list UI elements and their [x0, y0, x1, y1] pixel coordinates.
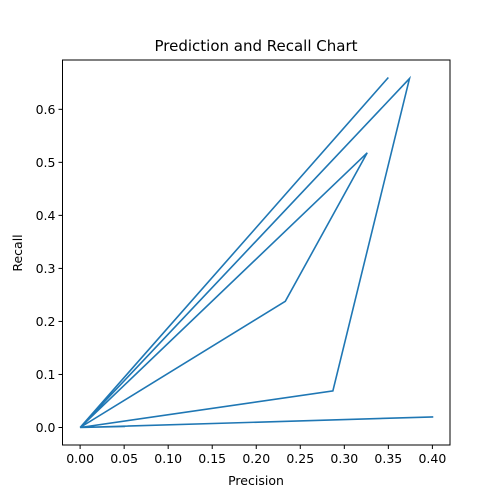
y-tick-label: 0.4 [36, 208, 56, 223]
x-axis: 0.00 0.05 0.10 0.15 0.20 0.25 0.30 0.35 0.40 [66, 445, 446, 466]
x-tick-label: 0.30 [330, 451, 358, 466]
series-line-0 [79, 75, 434, 429]
y-tick-label: 0.1 [36, 367, 56, 382]
x-tick-label: 0.00 [66, 451, 94, 466]
y-tick-label: 0.5 [36, 155, 56, 170]
y-tick-label: 0.3 [36, 261, 56, 276]
y-axis-title: Recall [10, 234, 25, 271]
x-axis-title: Precision [228, 473, 284, 488]
x-tick-label: 0.35 [374, 451, 402, 466]
chart-title: Prediction and Recall Chart [154, 37, 357, 55]
y-axis: 0.0 0.1 0.2 0.3 0.4 0.5 0.6 [36, 102, 63, 435]
x-tick-label: 0.10 [154, 451, 182, 466]
x-tick-label: 0.20 [242, 451, 270, 466]
y-tick-label: 0.0 [36, 420, 56, 435]
plot-area [79, 75, 434, 429]
x-tick-label: 0.25 [286, 451, 314, 466]
x-tick-label: 0.15 [198, 451, 226, 466]
y-tick-label: 0.2 [36, 314, 56, 329]
x-tick-label: 0.40 [418, 451, 446, 466]
y-tick-label: 0.6 [36, 102, 56, 117]
x-tick-label: 0.05 [110, 451, 138, 466]
